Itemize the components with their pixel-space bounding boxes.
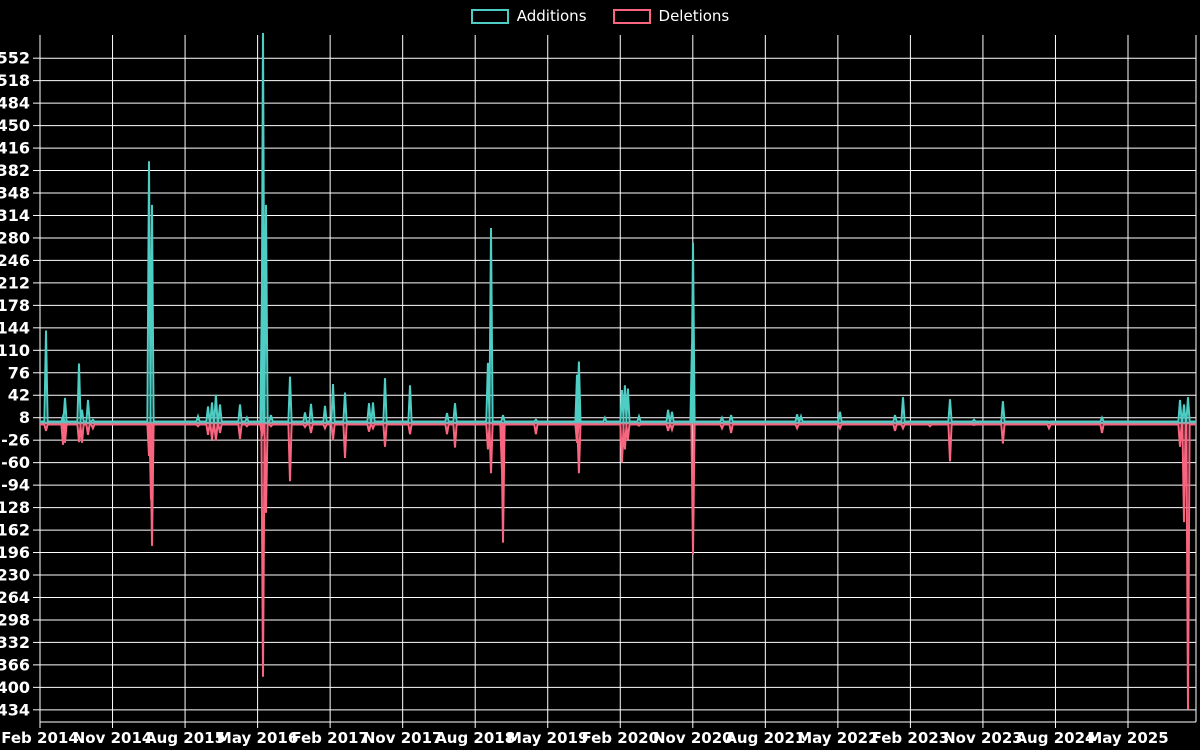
y-axis-tick-label: -400 bbox=[0, 678, 30, 697]
x-axis-tick-label: Feb 2023 bbox=[872, 729, 950, 747]
y-axis-tick-label: -196 bbox=[0, 543, 30, 562]
y-axis-tick-label: -128 bbox=[0, 498, 30, 517]
y-axis-tick-label: 518 bbox=[0, 71, 30, 90]
legend-item-additions: Additions bbox=[470, 6, 587, 26]
x-axis-tick-label: Nov 2023 bbox=[943, 729, 1023, 747]
y-axis-tick-label: 552 bbox=[0, 49, 30, 68]
legend-label-additions: Additions bbox=[516, 7, 587, 25]
x-axis-tick-label: Feb 2020 bbox=[582, 729, 660, 747]
y-axis-tick-label: 212 bbox=[0, 273, 30, 292]
y-axis-tick-label: -230 bbox=[0, 566, 30, 585]
y-axis-tick-label: -26 bbox=[1, 431, 30, 450]
x-axis-tick-label: Feb 2017 bbox=[291, 729, 369, 747]
x-axis-tick-label: May 2022 bbox=[797, 729, 878, 747]
y-axis-tick-label: 484 bbox=[0, 94, 30, 113]
y-axis-tick-label: 280 bbox=[0, 228, 30, 247]
additions-line bbox=[40, 33, 1196, 423]
y-axis-tick-label: 348 bbox=[0, 184, 30, 203]
y-axis-tick-label: -434 bbox=[0, 700, 30, 719]
grid-lines bbox=[33, 35, 1197, 728]
x-axis-tick-label: Aug 2021 bbox=[725, 729, 805, 747]
deletions-swatch-icon bbox=[612, 8, 651, 24]
x-axis-tick-label: May 2025 bbox=[1087, 729, 1168, 747]
x-axis-tick-label: May 2019 bbox=[507, 729, 588, 747]
chart-legend: Additions Deletions bbox=[0, 6, 1200, 26]
y-axis-tick-label: -60 bbox=[1, 453, 30, 472]
additions-swatch-icon bbox=[470, 8, 509, 24]
y-axis-tick-label: -366 bbox=[0, 655, 30, 674]
y-axis-tick-label: -298 bbox=[0, 610, 30, 629]
x-axis-tick-label: Nov 2014 bbox=[73, 729, 153, 747]
y-axis-tick-label: 246 bbox=[0, 251, 30, 270]
y-axis-tick-label: 8 bbox=[19, 408, 30, 427]
x-axis-tick-label: Nov 2017 bbox=[363, 729, 443, 747]
y-axis-tick-label: -332 bbox=[0, 633, 30, 652]
y-axis-tick-label: 314 bbox=[0, 206, 30, 225]
x-axis-tick-label: Nov 2020 bbox=[653, 729, 733, 747]
y-axis-tick-label: -94 bbox=[1, 476, 30, 495]
x-axis-tick-label: Aug 2024 bbox=[1015, 729, 1095, 747]
y-axis-tick-label: 144 bbox=[0, 318, 30, 337]
legend-label-deletions: Deletions bbox=[658, 7, 730, 25]
y-axis-tick-label: 178 bbox=[0, 296, 30, 315]
y-axis-tick-label: 416 bbox=[0, 139, 30, 158]
x-axis-tick-label: Aug 2015 bbox=[145, 729, 225, 747]
y-axis-tick-label: 110 bbox=[0, 341, 30, 360]
y-axis-tick-label: 76 bbox=[8, 363, 30, 382]
x-axis-tick-label: Feb 2014 bbox=[1, 729, 79, 747]
x-axis-tick-label: Aug 2018 bbox=[435, 729, 515, 747]
x-axis-tick-label: May 2016 bbox=[217, 729, 298, 747]
y-axis-tick-label: 42 bbox=[8, 386, 30, 405]
y-axis-tick-label: -264 bbox=[0, 588, 30, 607]
y-axis-tick-label: 382 bbox=[0, 161, 30, 180]
y-axis-tick-label: -162 bbox=[0, 521, 30, 540]
y-axis-tick-label: 450 bbox=[0, 116, 30, 135]
deletions-line bbox=[40, 423, 1196, 710]
legend-item-deletions: Deletions bbox=[612, 6, 730, 26]
